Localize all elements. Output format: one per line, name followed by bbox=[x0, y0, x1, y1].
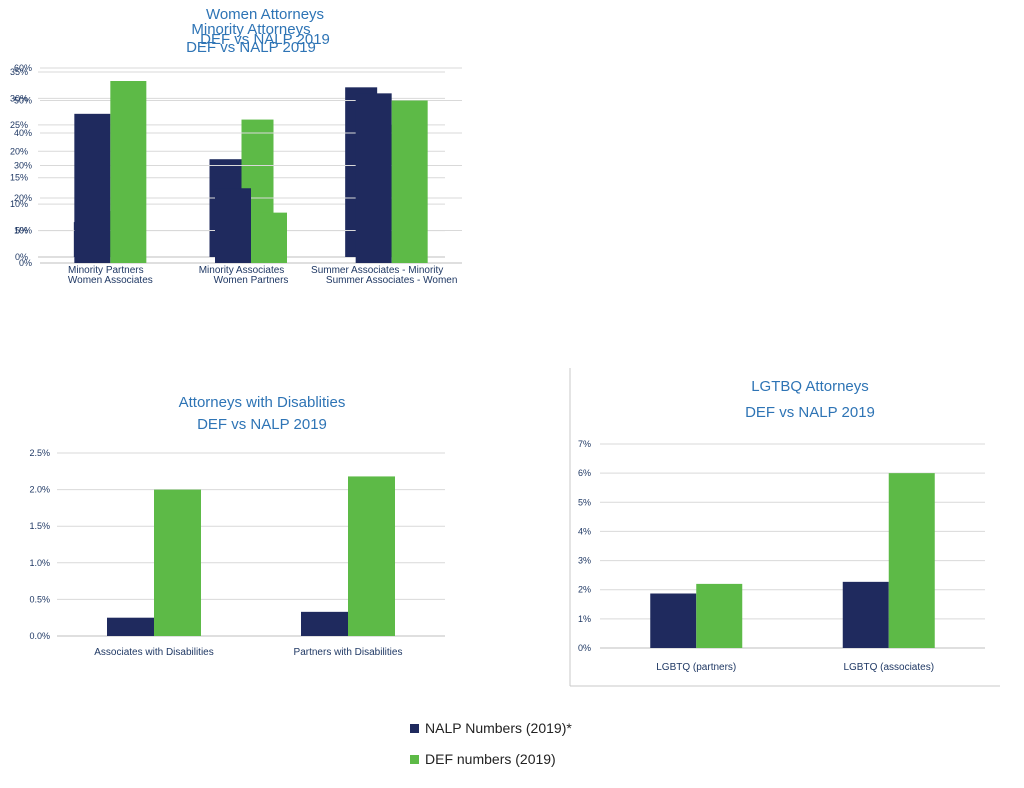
y-tick-label: 2.0% bbox=[29, 485, 50, 495]
chart-title-line: DEF vs NALP 2019 bbox=[745, 404, 875, 421]
legend-label-nalp: NALP Numbers (2019)* bbox=[425, 720, 572, 736]
y-tick-label: 7% bbox=[578, 439, 591, 449]
chart-title-line: LGTBQ Attorneys bbox=[751, 378, 869, 395]
y-tick-label: 10% bbox=[14, 226, 32, 236]
chart-title-line: Women Attorneys bbox=[206, 6, 324, 23]
category-label: Minority Partners bbox=[68, 265, 144, 276]
y-tick-label: 60% bbox=[14, 63, 32, 73]
category-label: Minority Associates bbox=[199, 265, 285, 276]
legend-item-def: DEF numbers (2019) bbox=[410, 751, 556, 767]
y-tick-label: 0.5% bbox=[29, 594, 50, 604]
category-label: LGBTQ (partners) bbox=[656, 662, 736, 673]
y-tick-label: 0.0% bbox=[29, 631, 50, 641]
bar-nalp bbox=[74, 113, 111, 263]
y-tick-label: 10% bbox=[10, 199, 28, 209]
y-tick-label: 5% bbox=[578, 497, 591, 507]
chart-title-line: DEF vs NALP 2019 bbox=[200, 31, 330, 48]
bar-def bbox=[391, 100, 428, 263]
chart-title-line: Attorneys with Disablities bbox=[179, 394, 346, 411]
y-tick-label: 2.5% bbox=[29, 448, 50, 458]
bar-def bbox=[154, 489, 201, 636]
y-tick-label: 20% bbox=[10, 146, 28, 156]
bar-def bbox=[348, 476, 395, 636]
y-tick-label: 3% bbox=[578, 556, 591, 566]
category-label: Women Associates bbox=[68, 275, 153, 286]
category-label: Partners with Disabilities bbox=[294, 647, 403, 658]
legend-swatch-nalp bbox=[410, 723, 419, 733]
bar-nalp bbox=[842, 581, 889, 648]
y-tick-label: 0% bbox=[15, 252, 28, 262]
bar-nalp bbox=[301, 611, 348, 636]
y-tick-label: 30% bbox=[10, 93, 28, 103]
category-label: Women Partners bbox=[214, 275, 289, 286]
bar-def bbox=[696, 583, 743, 648]
bar-nalp bbox=[355, 93, 392, 263]
y-tick-label: 6% bbox=[578, 468, 591, 478]
women-attorneys-chart: Women Attorneys DEF vs NALP 2019 0% 10% 20% 3… bbox=[14, 6, 462, 286]
category-label: Associates with Disabilities bbox=[94, 647, 214, 658]
y-tick-label: 20% bbox=[14, 193, 32, 203]
legend: NALP Numbers (2019)* DEF numbers (2019) bbox=[410, 718, 670, 776]
bar-nalp bbox=[215, 188, 251, 263]
bar-def bbox=[110, 81, 147, 263]
chart-title-line: DEF vs NALP 2019 bbox=[197, 416, 327, 433]
bar-nalp bbox=[650, 593, 697, 648]
legend-swatch-def bbox=[410, 754, 419, 764]
y-tick-label: 1.0% bbox=[29, 558, 50, 568]
y-tick-label: 40% bbox=[14, 128, 32, 138]
y-tick-label: 15% bbox=[10, 173, 28, 183]
y-tick-label: 25% bbox=[10, 120, 28, 130]
lgbtq-attorneys-chart: LGTBQ Attorneys DEF vs NALP 2019 0% 1% 2% 3% 4… bbox=[569, 368, 1000, 687]
y-tick-label: 35% bbox=[10, 67, 28, 77]
y-tick-label: 1.5% bbox=[29, 521, 50, 531]
legend-label-def: DEF numbers (2019) bbox=[425, 751, 556, 767]
y-tick-label: 5% bbox=[15, 226, 28, 236]
y-tick-label: 0% bbox=[19, 258, 32, 268]
category-label: Summer Associates - Minority bbox=[311, 265, 443, 276]
y-tick-label: 4% bbox=[578, 526, 591, 536]
bar-def bbox=[888, 473, 935, 648]
chart-title-line: DEF vs NALP 2019 bbox=[186, 39, 316, 56]
y-tick-label: 1% bbox=[578, 614, 591, 624]
legend-item-nalp: NALP Numbers (2019)* bbox=[410, 720, 572, 736]
y-tick-label: 50% bbox=[14, 96, 32, 106]
disabilities-attorneys-chart: Attorneys with Disablities DEF vs NALP 20… bbox=[29, 394, 445, 658]
y-tick-label: 2% bbox=[578, 585, 591, 595]
bar-nalp bbox=[107, 617, 154, 636]
category-label: Summer Associates - Women bbox=[326, 275, 458, 286]
category-label: LGBTQ (associates) bbox=[843, 662, 934, 673]
y-tick-label: 30% bbox=[14, 161, 32, 171]
bar-def bbox=[251, 212, 287, 263]
chart-title-line: Minority Attorneys bbox=[191, 21, 310, 38]
y-tick-label: 0% bbox=[578, 643, 591, 653]
